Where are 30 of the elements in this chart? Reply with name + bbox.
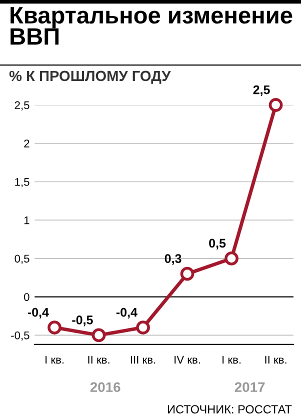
y-tick-label: 0: [24, 293, 30, 301]
y-tick-label: 0,5: [14, 254, 30, 264]
x-tick-label: II кв.: [265, 356, 286, 364]
x-tick-label: IV кв.: [174, 356, 200, 364]
point: [48, 320, 62, 334]
data-label: 2,5: [253, 85, 270, 96]
chart-title: Квартальное изменение ВВП: [10, 7, 292, 45]
text: 2016: [90, 382, 120, 392]
y-tick-label: 1,5: [15, 178, 30, 188]
y-tick-label: 2,5: [14, 101, 30, 110]
x-tick-label: I кв.: [222, 356, 241, 364]
data-label: -0,4: [28, 308, 49, 319]
text: 2017: [234, 382, 265, 392]
data-label: -0,4: [116, 308, 138, 319]
x-tick-label: II кв.: [88, 356, 110, 364]
x-tick-label: III кв.: [130, 356, 156, 364]
point: [180, 266, 194, 281]
text: ИСТОЧНИК: РОССТАТ: [168, 405, 292, 414]
point: [268, 98, 283, 112]
data-label: 0,3: [164, 254, 182, 265]
point: [92, 328, 106, 342]
point: [224, 252, 238, 266]
y-tick-label: -0,5: [11, 331, 30, 341]
point: [136, 320, 150, 334]
y-tick-label: 1: [24, 216, 30, 224]
y-tick-label: 2: [24, 140, 30, 148]
data-label: -0,5: [72, 316, 93, 326]
x-tick-label: I кв.: [46, 356, 64, 364]
chart-subtitle: % К ПРОШЛОМУ ГОДУ: [9, 70, 171, 84]
data-label: 0,5: [209, 238, 226, 250]
